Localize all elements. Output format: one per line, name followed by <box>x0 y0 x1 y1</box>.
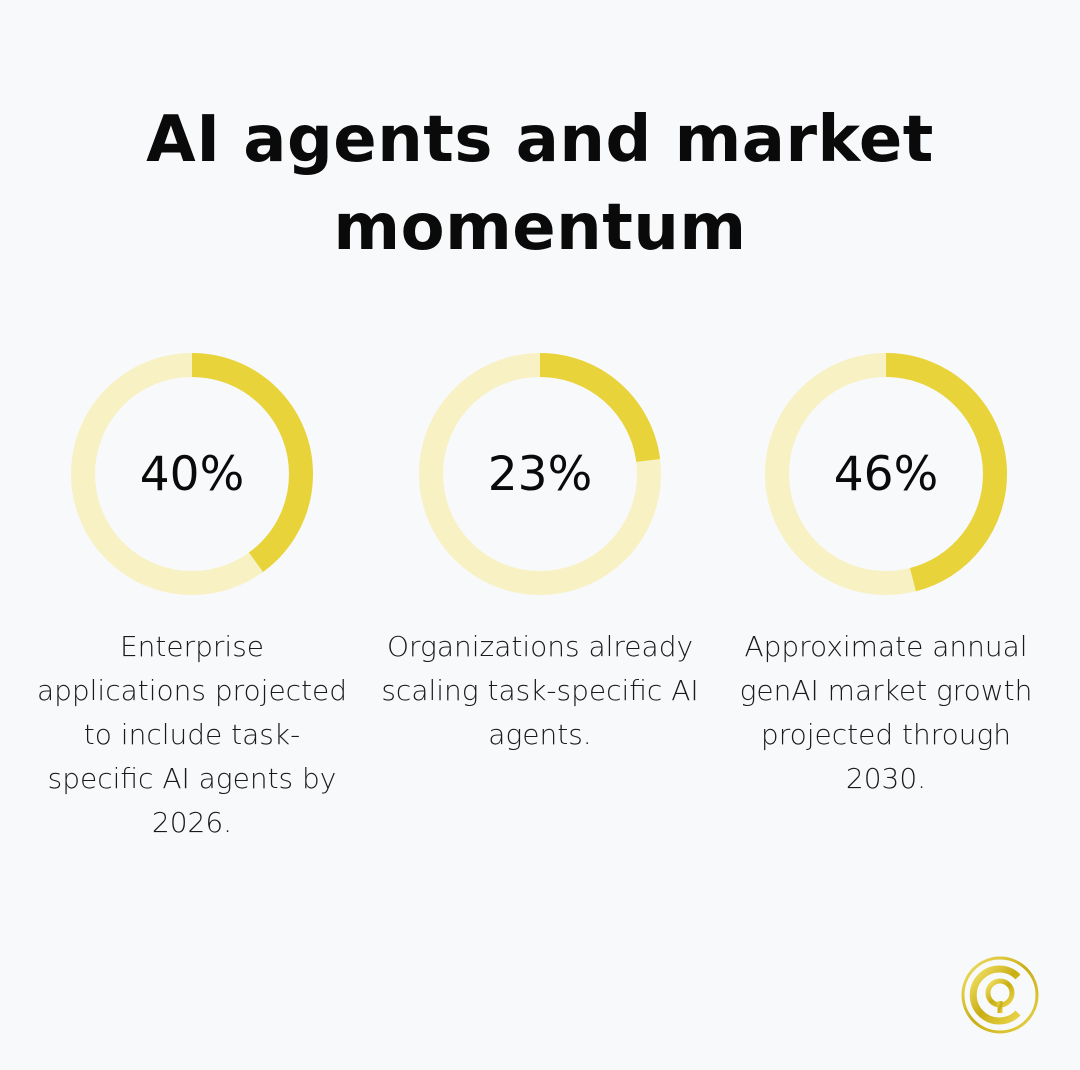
donut-chart <box>71 353 313 595</box>
donut-chart <box>419 353 661 595</box>
stat-description: Organizations already scaling task-speci… <box>381 630 699 751</box>
donut-ring <box>419 353 661 595</box>
page-title: AI agents and market momentum <box>146 103 934 265</box>
donut-chart <box>765 353 1007 595</box>
cq-logo-icon <box>960 955 1040 1035</box>
stat-description: Enterprise applications projected to inc… <box>36 630 348 839</box>
stat-value: 23% <box>487 446 593 502</box>
donut-ring <box>71 353 313 595</box>
stat-value: 46% <box>833 446 939 502</box>
stat-description: Approximate annual genAI market growth p… <box>739 630 1033 795</box>
donut-ring <box>765 353 1007 595</box>
stat-value: 40% <box>139 446 245 502</box>
